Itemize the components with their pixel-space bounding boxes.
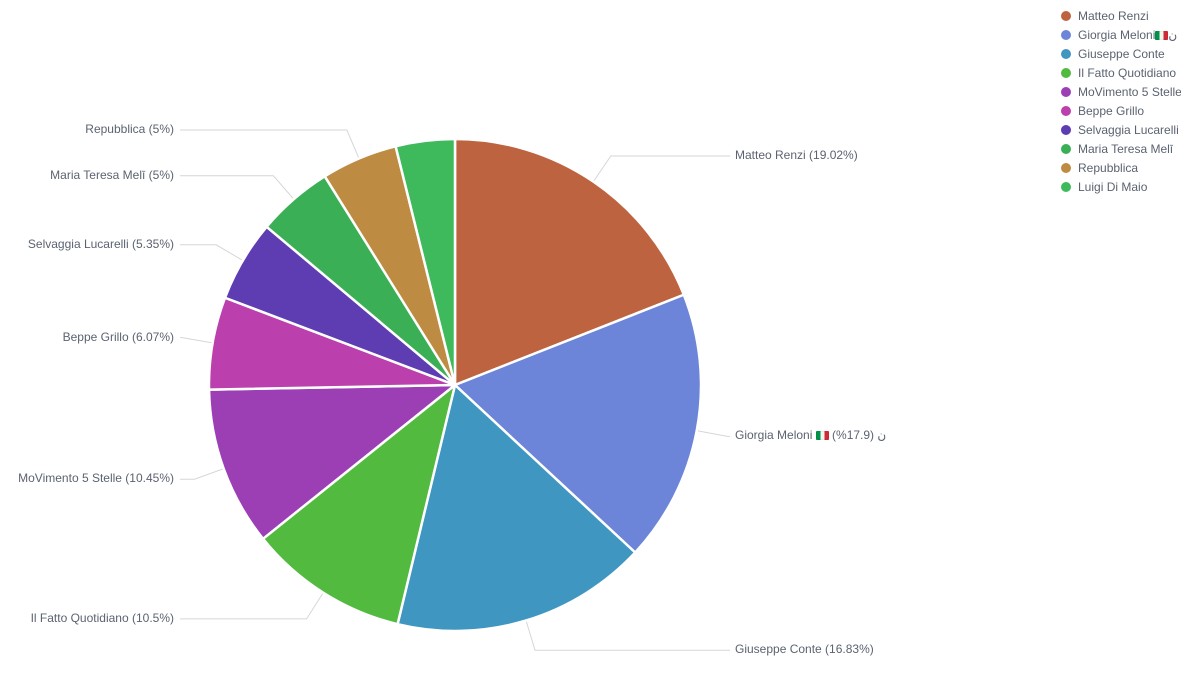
label-text: Giorgia Meloni bbox=[1078, 28, 1156, 42]
label-text: Il Fatto Quotidiano (10.5%) bbox=[30, 611, 174, 625]
slice-label-selvaggia-lucarelli: Selvaggia Lucarelli (5.35%) bbox=[28, 237, 174, 252]
label-text: Il Fatto Quotidiano bbox=[1078, 66, 1177, 80]
legend-item-luigi-di-maio[interactable]: Luigi Di Maio bbox=[1061, 180, 1181, 194]
pie-slice-giorgia-meloni[interactable] bbox=[453, 293, 703, 554]
label-text: MoVimento 5 Stelle (10.45%) bbox=[18, 471, 174, 485]
label-text: Matteo Renzi bbox=[1078, 9, 1149, 23]
legend-item-movimento-5-stelle[interactable]: MoVimento 5 Stelle bbox=[1061, 85, 1181, 99]
pie-slice-il-fatto-quotidiano[interactable] bbox=[261, 383, 457, 626]
pie-slice-luigi-di-maio[interactable] bbox=[394, 137, 457, 387]
legend-dot bbox=[1061, 163, 1071, 173]
label-text: Maria Teresa Melī bbox=[1078, 142, 1174, 156]
label-text: Selvaggia Lucarelli (5.35%) bbox=[27, 237, 174, 251]
label-text: ن bbox=[1168, 28, 1178, 42]
label-text: Maria Teresa Melī (5%) bbox=[50, 168, 174, 182]
legend-item-giorgia-meloni[interactable]: Giorgia Meloni ن bbox=[1061, 28, 1181, 42]
chart-legend: Matteo Renzi Giorgia Meloni ن Giuseppe Con… bbox=[1061, 9, 1181, 200]
legend-dot bbox=[1061, 30, 1071, 40]
legend-dot bbox=[1061, 87, 1071, 97]
label-text: Repubblica bbox=[1078, 161, 1139, 175]
label-text: MoVimento 5 Stelle bbox=[1078, 85, 1181, 99]
italy-flag-icon bbox=[815, 431, 829, 440]
slice-label-beppe-grillo: Beppe Grillo (6.07%) bbox=[63, 330, 174, 345]
legend-dot bbox=[1061, 68, 1071, 78]
label-text: Luigi Di Maio bbox=[1078, 180, 1148, 194]
label-text: Selvaggia Lucarelli bbox=[1078, 123, 1179, 137]
slice-label-movimento-5-stelle: MoVimento 5 Stelle (10.45%) bbox=[18, 471, 174, 486]
slice-label-maria-teresa-meli: Maria Teresa Melī (5%) bbox=[50, 168, 174, 183]
legend-item-maria-teresa-meli[interactable]: Maria Teresa Melī bbox=[1061, 142, 1181, 156]
legend-dot bbox=[1061, 144, 1071, 154]
legend-item-giuseppe-conte[interactable]: Giuseppe Conte bbox=[1061, 47, 1181, 61]
pie-slice-movimento-5-stelle[interactable] bbox=[207, 383, 457, 541]
legend-item-il-fatto-quotidiano[interactable]: Il Fatto Quotidiano bbox=[1061, 66, 1181, 80]
slice-label-il-fatto-quotidiano: Il Fatto Quotidiano (10.5%) bbox=[31, 611, 174, 626]
legend-item-matteo-renzi[interactable]: Matteo Renzi bbox=[1061, 9, 1181, 23]
legend-dot bbox=[1061, 182, 1071, 192]
label-text: Beppe Grillo (6.07%) bbox=[62, 330, 174, 344]
legend-dot bbox=[1061, 11, 1071, 21]
pie-slice-matteo-renzi[interactable] bbox=[453, 137, 686, 387]
legend-item-beppe-grillo[interactable]: Beppe Grillo bbox=[1061, 104, 1181, 118]
slice-label-giuseppe-conte: Giuseppe Conte (16.83%) bbox=[735, 642, 874, 657]
pie-slices-layer bbox=[207, 137, 703, 633]
italy-flag-icon bbox=[1155, 30, 1169, 40]
label-text: Giuseppe Conte (16.83%) bbox=[735, 642, 874, 656]
legend-dot bbox=[1061, 106, 1071, 116]
label-text: (%17.9) ن bbox=[828, 428, 887, 442]
slice-label-repubblica: Repubblica (5%) bbox=[85, 122, 174, 137]
pie-slice-giuseppe-conte[interactable] bbox=[396, 383, 637, 633]
slice-label-giorgia-meloni: Giorgia Meloni (%17.9) ن bbox=[735, 428, 886, 443]
legend-dot bbox=[1061, 125, 1071, 135]
label-text: Matteo Renzi (19.02%) bbox=[735, 148, 858, 162]
label-text: Giuseppe Conte bbox=[1078, 47, 1165, 61]
label-text: Repubblica (5%) bbox=[85, 122, 174, 136]
legend-dot bbox=[1061, 49, 1071, 59]
legend-item-selvaggia-lucarelli[interactable]: Selvaggia Lucarelli bbox=[1061, 123, 1181, 137]
label-text: Beppe Grillo bbox=[1078, 104, 1145, 118]
legend-item-repubblica[interactable]: Repubblica bbox=[1061, 161, 1181, 175]
slice-label-matteo-renzi: Matteo Renzi (19.02%) bbox=[735, 148, 858, 163]
label-text: Giorgia Meloni bbox=[735, 428, 816, 442]
